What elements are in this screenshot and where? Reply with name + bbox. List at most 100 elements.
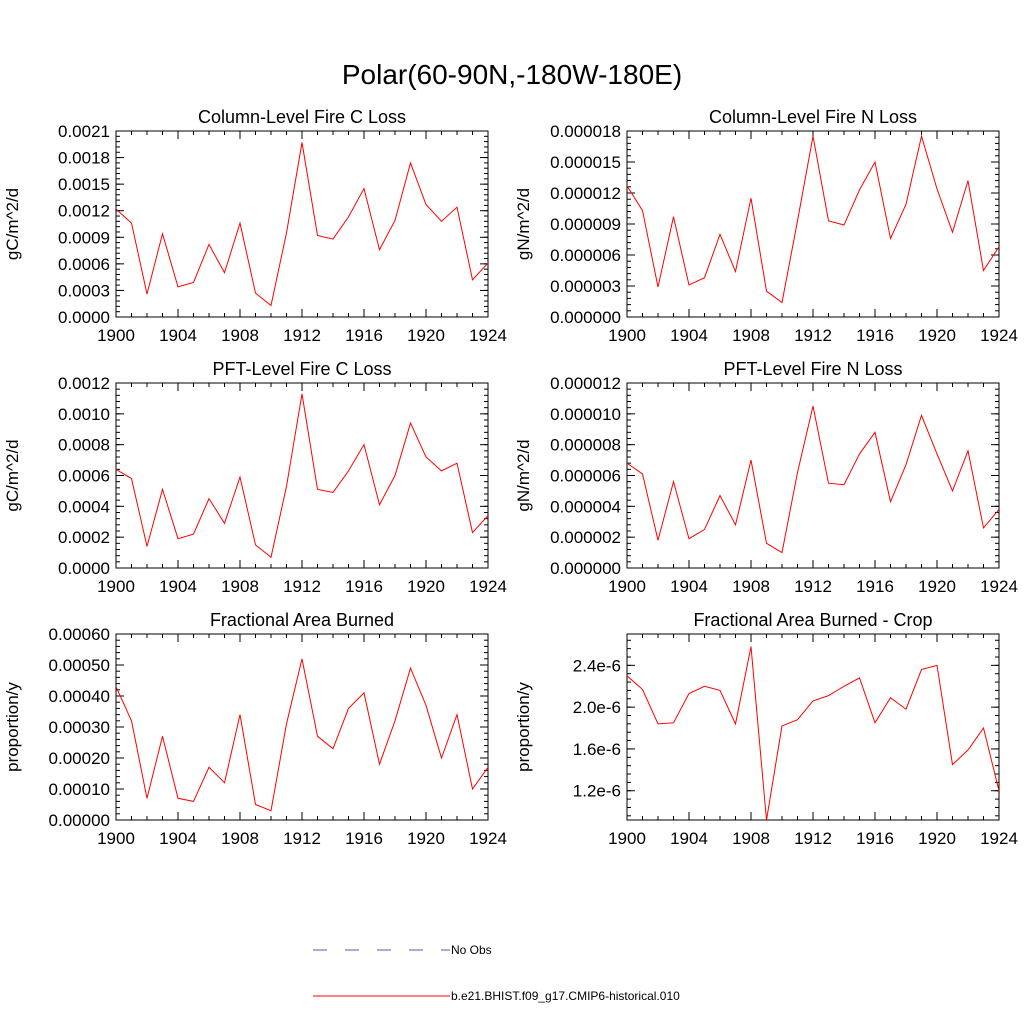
y-tick-label: 0.000004: [550, 497, 621, 516]
plot-frame: [626, 382, 1000, 569]
y-tick-label: 0.0018: [58, 149, 110, 168]
y-tick-label: 0.0015: [58, 175, 110, 194]
x-tick-label: 1904: [159, 326, 197, 345]
y-tick-label: 0.000000: [550, 308, 621, 327]
plot-frame: [626, 130, 1000, 318]
chart-panel-4: PFT-Level Fire N Loss gN/m^2/d 1900 1904 190…: [514, 359, 1018, 596]
y-tick-label: 0.00050: [49, 656, 110, 675]
x-tick-label: 1900: [608, 829, 646, 848]
x-tick-label: 1912: [283, 829, 321, 848]
main-title: Polar(60-90N,-180W-180E): [342, 59, 682, 90]
series-line: [627, 406, 999, 554]
x-tick-label: 1916: [345, 577, 383, 596]
x-tick-label: 1908: [732, 829, 770, 848]
y-tick-label: 0.0003: [58, 281, 110, 300]
x-tick-label: 1908: [732, 577, 770, 596]
y-tick-label: 0.0010: [58, 405, 110, 424]
y-tick-label: 0.0012: [58, 374, 110, 393]
y-tick-label: 0.00000: [49, 811, 110, 830]
panel-title: Fractional Area Burned - Crop: [693, 610, 932, 630]
y-tick-label: 0.0000: [58, 559, 110, 578]
x-tick-label: 1904: [670, 577, 708, 596]
chart-panel-2: Column-Level Fire N Loss gN/m^2/d 1900 1904…: [514, 107, 1018, 345]
x-tick-label: 1920: [407, 326, 445, 345]
series-line: [116, 393, 488, 559]
x-tick-label: 1920: [918, 326, 956, 345]
y-tick-label: 0.0000: [58, 308, 110, 327]
y-tick-label: 0.0021: [58, 122, 110, 141]
x-tick-label: 1924: [980, 577, 1018, 596]
y-tick-label: 0.000002: [550, 528, 621, 547]
x-tick-label: 1924: [469, 577, 507, 596]
panel-title: Fractional Area Burned: [210, 610, 394, 630]
x-tick-label: 1908: [221, 577, 259, 596]
y-tick-label: 0.00020: [49, 749, 110, 768]
x-tick-label: 1900: [97, 577, 135, 596]
y-tick-label: 0.000000: [550, 559, 621, 578]
y-tick-label: 0.0008: [58, 436, 110, 455]
x-tick-label: 1900: [97, 326, 135, 345]
y-tick-label: 0.00060: [49, 625, 110, 644]
x-tick-label: 1912: [283, 326, 321, 345]
y-tick-label: 0.00010: [49, 780, 110, 799]
y-tick-label: 0.0012: [58, 202, 110, 221]
series-line: [116, 658, 488, 812]
series-line: [627, 646, 999, 820]
y-axis-label: gC/m^2/d: [3, 188, 22, 260]
x-tick-label: 1904: [159, 829, 197, 848]
y-tick-label: 0.0006: [58, 255, 110, 274]
y-axis-label: gC/m^2/d: [3, 439, 22, 511]
chart-panel-6: Fractional Area Burned - Crop proportion/…: [514, 610, 1018, 848]
x-tick-label: 1920: [918, 577, 956, 596]
panel-title: PFT-Level Fire C Loss: [212, 359, 391, 379]
y-tick-label: 0.000006: [550, 246, 621, 265]
plot-frame: [626, 633, 1000, 821]
y-tick-label: 0.0004: [58, 497, 110, 516]
legend-label-no-obs: No Obs: [451, 943, 492, 957]
y-tick-label: 0.0002: [58, 528, 110, 547]
x-tick-label: 1912: [794, 326, 832, 345]
chart-panel-1: Column-Level Fire C Loss gC/m^2/d 1900 1904…: [3, 107, 507, 345]
x-tick-label: 1904: [670, 326, 708, 345]
y-tick-label: 0.000003: [550, 277, 621, 296]
x-tick-label: 1916: [345, 326, 383, 345]
y-tick-label: 0.00040: [49, 687, 110, 706]
chart-panel-5: Fractional Area Burned proportion/y 1900 19…: [3, 610, 507, 848]
y-axis-label: proportion/y: [514, 682, 533, 772]
x-tick-label: 1900: [608, 326, 646, 345]
x-tick-label: 1908: [221, 829, 259, 848]
y-axis-label: gN/m^2/d: [514, 439, 533, 511]
series-line: [627, 134, 999, 304]
y-tick-label: 0.000006: [550, 467, 621, 486]
y-tick-label: 0.000012: [550, 184, 621, 203]
x-tick-label: 1912: [283, 577, 321, 596]
y-tick-label: 2.0e-6: [573, 698, 621, 717]
x-tick-label: 1924: [469, 326, 507, 345]
y-tick-label: 0.000012: [550, 374, 621, 393]
x-tick-label: 1900: [97, 829, 135, 848]
x-tick-label: 1920: [407, 829, 445, 848]
x-tick-label: 1908: [221, 326, 259, 345]
y-tick-label: 0.000010: [550, 405, 621, 424]
x-tick-label: 1904: [670, 829, 708, 848]
y-tick-label: 0.000015: [550, 153, 621, 172]
y-axis-label: gN/m^2/d: [514, 188, 533, 260]
x-tick-label: 1920: [918, 829, 956, 848]
x-tick-label: 1920: [407, 577, 445, 596]
x-tick-label: 1916: [856, 829, 894, 848]
x-tick-label: 1924: [469, 829, 507, 848]
x-tick-label: 1904: [159, 577, 197, 596]
x-tick-label: 1916: [856, 326, 894, 345]
x-tick-label: 1912: [794, 829, 832, 848]
y-axis-label: proportion/y: [3, 682, 22, 772]
panel-title: Column-Level Fire N Loss: [709, 107, 917, 127]
panel-title: Column-Level Fire C Loss: [198, 107, 406, 127]
y-tick-label: 1.2e-6: [573, 782, 621, 801]
y-tick-label: 0.0009: [58, 228, 110, 247]
x-tick-label: 1908: [732, 326, 770, 345]
series-line: [116, 142, 488, 307]
y-tick-label: 0.000018: [550, 122, 621, 141]
panels: Column-Level Fire C Loss gC/m^2/d 1900 1904…: [3, 107, 1018, 848]
x-tick-label: 1916: [856, 577, 894, 596]
